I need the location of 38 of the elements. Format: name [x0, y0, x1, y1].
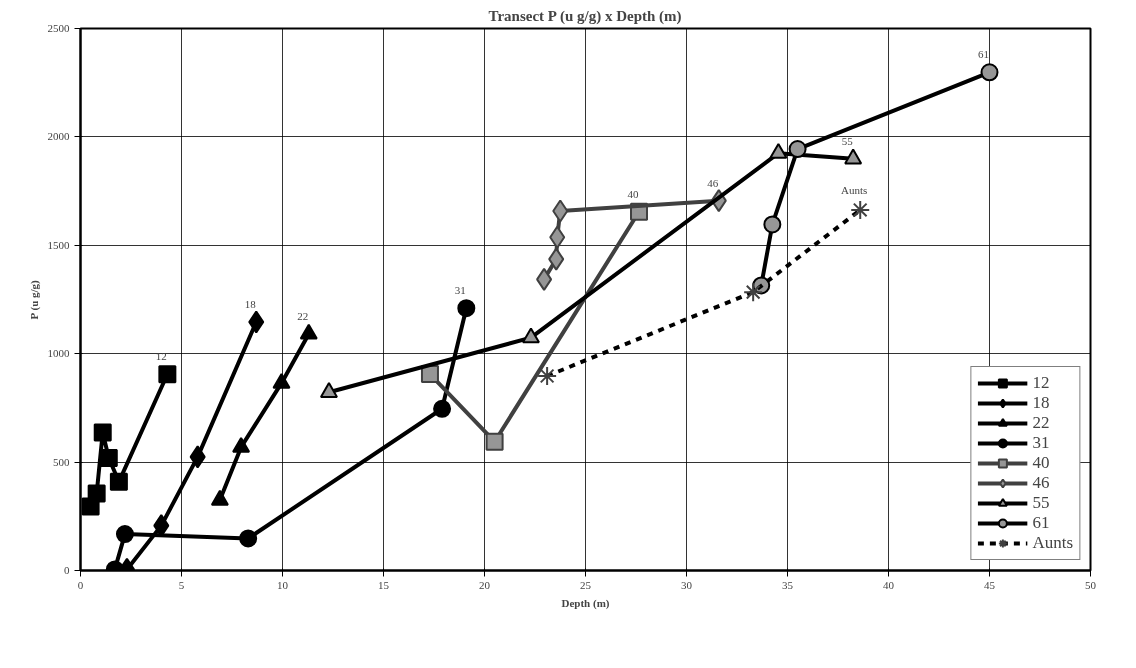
annotation: 46 — [707, 176, 719, 189]
x-tick-label: 10 — [277, 578, 289, 591]
y-tick-label: 2000 — [47, 130, 70, 143]
annotation: 31 — [454, 284, 466, 297]
y-tick-label: 1000 — [47, 347, 70, 360]
y-tick-label: 2500 — [47, 22, 70, 34]
x-tick-label: 25 — [580, 578, 592, 591]
x-axis-title: Depth (m) — [561, 596, 610, 610]
legend-label: 18 — [1032, 393, 1051, 413]
x-tick-label: 35 — [782, 578, 794, 591]
x-tick-label: 15 — [378, 578, 390, 591]
x-tick-label: 5 — [178, 578, 185, 591]
legend-label: 55 — [1032, 493, 1051, 513]
x-tick-label: 20 — [479, 578, 491, 591]
x-tick-label: 50 — [1085, 578, 1097, 591]
annotation: Aunts — [841, 183, 868, 196]
annotation: 12 — [155, 350, 167, 363]
legend-label: Aunts — [1032, 533, 1073, 553]
legend-label: 61 — [1032, 513, 1051, 533]
annotation: 55 — [841, 134, 854, 147]
x-tick-label: 30 — [681, 578, 693, 591]
y-tick-label: 500 — [53, 455, 70, 468]
y-tick-label: 1500 — [47, 238, 70, 251]
x-tick-label: 40 — [883, 578, 895, 591]
legend-label: 22 — [1032, 413, 1051, 433]
annotation: 61 — [978, 48, 989, 61]
x-tick-label: 0 — [77, 578, 84, 591]
annotation: 18 — [244, 298, 257, 311]
y-tick-label: 0 — [64, 564, 70, 576]
legend-label: 46 — [1032, 473, 1051, 493]
chart-title: Transect P (u g/g) x Depth (m) — [488, 7, 682, 25]
legend-label: 12 — [1032, 373, 1051, 393]
legend-label: 40 — [1032, 453, 1051, 473]
y-axis-title: P (u g/g) — [27, 279, 41, 320]
legend-label: 31 — [1032, 433, 1051, 453]
annotation: 22 — [297, 309, 309, 322]
x-tick-label: 45 — [984, 578, 996, 591]
annotation: 40 — [627, 187, 640, 200]
